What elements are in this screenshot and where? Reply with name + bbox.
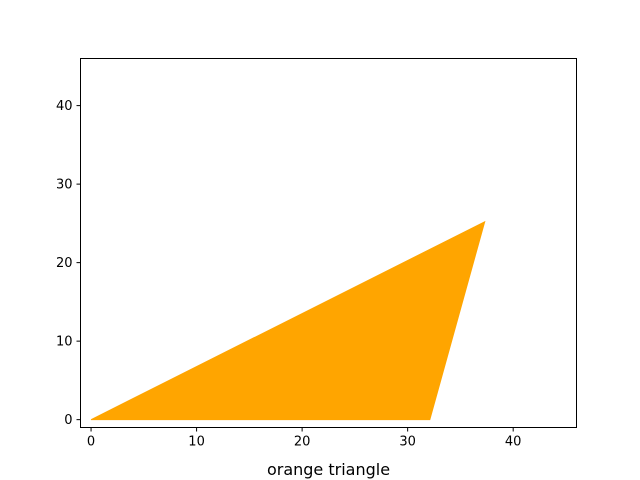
x-axis: 0 10 20 30 40	[87, 427, 522, 450]
y-axis: 0 10 20 30 40	[56, 99, 81, 428]
x-tick-label: 30	[399, 435, 416, 450]
x-tick-label: 40	[505, 435, 522, 450]
plot-frame	[80, 58, 577, 428]
x-tick-label: 20	[294, 435, 311, 450]
y-tick-label: 10	[56, 335, 73, 350]
y-tick-label: 20	[56, 256, 73, 271]
x-axis-title: orange triangle	[267, 460, 390, 479]
shapes-layer	[90, 220, 486, 421]
x-tick-label: 0	[87, 435, 95, 450]
triangle-shape	[90, 220, 486, 421]
x-tick-label: 10	[188, 435, 205, 450]
y-tick-label: 30	[56, 178, 73, 193]
y-tick-label: 40	[56, 99, 73, 114]
y-tick-label: 0	[64, 413, 72, 428]
